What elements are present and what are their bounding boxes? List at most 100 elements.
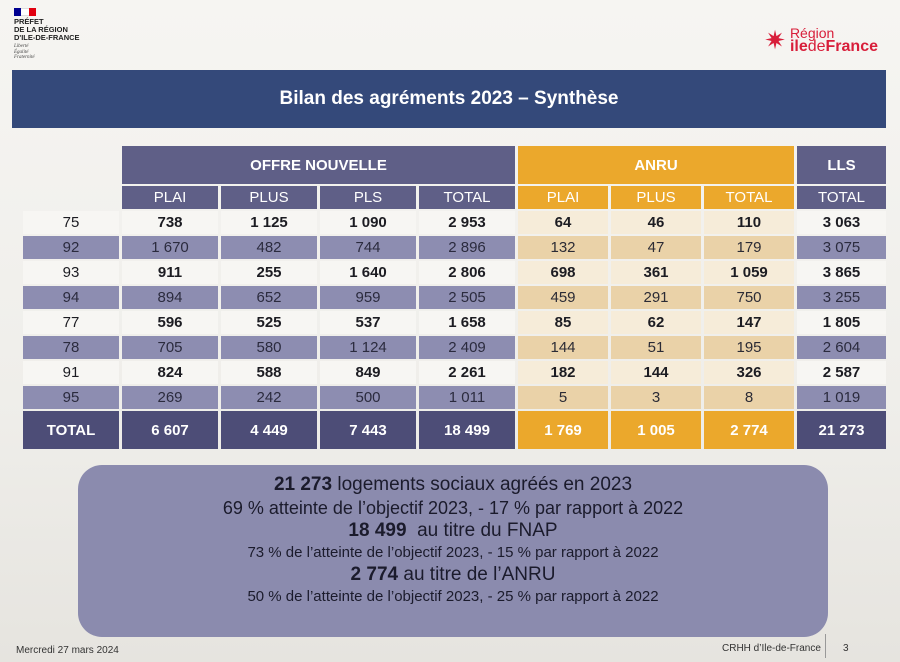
total-label: TOTAL (23, 411, 119, 449)
table-cell: 51 (611, 336, 701, 359)
summary-line: 18 499 au titre du FNAP (78, 519, 828, 543)
table-cell: 3 075 (797, 236, 886, 259)
dept-cell: 93 (23, 261, 119, 284)
table-cell: 8 (704, 386, 794, 409)
summary-line: 69 % atteinte de l’objectif 2023, - 17 %… (222, 498, 684, 518)
table-cell: 2 953 (419, 211, 515, 234)
motto-line: Fraternité (14, 55, 35, 60)
prefet-logo: PRÉFET DE LA RÉGION D'ILE-DE-FRANCE Libe… (14, 8, 104, 61)
summary-value: 21 273 (273, 474, 333, 495)
dept-cell: 91 (23, 361, 119, 384)
corner-cell (23, 146, 119, 184)
table-row: 94 894 652 959 2 505 459 291 750 3 255 (23, 286, 886, 309)
table-cell: 1 805 (797, 311, 886, 334)
subheader-anru-plai: PLAI (518, 186, 608, 209)
page-title: Bilan des agréments 2023 – Synthèse (279, 88, 619, 109)
subheader-anru-plus: PLUS (611, 186, 701, 209)
table-cell: 596 (122, 311, 218, 334)
total-cell: 18 499 (419, 411, 515, 449)
table-cell: 2 505 (419, 286, 515, 309)
table-cell: 182 (518, 361, 608, 384)
table-cell: 179 (704, 236, 794, 259)
table-cell: 2 409 (419, 336, 515, 359)
table-cell: 195 (704, 336, 794, 359)
footer-date: Mercredi 27 mars 2024 (16, 645, 119, 656)
subheader-on-total: TOTAL (419, 186, 515, 209)
table-cell: 705 (122, 336, 218, 359)
dept-cell: 92 (23, 236, 119, 259)
table-cell: 255 (221, 261, 317, 284)
table-cell: 46 (611, 211, 701, 234)
table-cell: 110 (704, 211, 794, 234)
group-header-anru: ANRU (518, 146, 794, 184)
table-cell: 1 059 (704, 261, 794, 284)
table-cell: 849 (320, 361, 416, 384)
footer-divider (825, 634, 826, 658)
star-icon: ✷ (764, 25, 786, 55)
prefet-title-line: PRÉFET (14, 17, 44, 26)
table-cell: 3 (611, 386, 701, 409)
table-cell: 132 (518, 236, 608, 259)
french-flag-icon (14, 8, 36, 16)
region-ile-de-france-logo: ✷ Région iledeFrance (764, 25, 878, 55)
table-cell: 2 896 (419, 236, 515, 259)
motto-line: Liberté (14, 44, 29, 49)
title-banner: Bilan des agréments 2023 – Synthèse (12, 70, 886, 128)
total-cell: 2 774 (704, 411, 794, 449)
table-cell: 3 063 (797, 211, 886, 234)
total-cell: 21 273 (797, 411, 886, 449)
table-cell: 894 (122, 286, 218, 309)
dept-cell: 95 (23, 386, 119, 409)
table-cell: 698 (518, 261, 608, 284)
total-row: TOTAL 6 607 4 449 7 443 18 499 1 769 1 0… (23, 411, 886, 449)
table-row: 78 705 580 1 124 2 409 144 51 195 2 604 (23, 336, 886, 359)
table-cell: 1 019 (797, 386, 886, 409)
agrements-table: OFFRE NOUVELLE ANRU LLS PLAI PLUS PLS TO… (20, 144, 889, 451)
table-cell: 144 (611, 361, 701, 384)
summary-text: au titre de l’ANRU (398, 564, 556, 585)
table-cell: 482 (221, 236, 317, 259)
corner-cell (23, 186, 119, 209)
table-row: 77 596 525 537 1 658 85 62 147 1 805 (23, 311, 886, 334)
footer-org: CRHH d’Ile-de-France (722, 643, 821, 654)
table-cell: 1 124 (320, 336, 416, 359)
summary-value: 18 499 (348, 520, 407, 541)
summary-box: 21 273 logements sociaux agréés en 2023 … (78, 465, 828, 637)
dept-cell: 77 (23, 311, 119, 334)
table-cell: 500 (320, 386, 416, 409)
table-cell: 2 587 (797, 361, 886, 384)
table-cell: 2 261 (419, 361, 515, 384)
total-cell: 1 769 (518, 411, 608, 449)
table-cell: 537 (320, 311, 416, 334)
table-cell: 85 (518, 311, 608, 334)
total-cell: 4 449 (221, 411, 317, 449)
summary-line: 2 774 au titre de l’ANRU (78, 563, 828, 587)
table-cell: 652 (221, 286, 317, 309)
table-row: 75 738 1 125 1 090 2 953 64 46 110 3 063 (23, 211, 886, 234)
subheader-on-plai: PLAI (122, 186, 218, 209)
table-cell: 3 865 (797, 261, 886, 284)
table-cell: 5 (518, 386, 608, 409)
table-cell: 2 806 (419, 261, 515, 284)
subheader-on-pls: PLS (320, 186, 416, 209)
table-cell: 1 090 (320, 211, 416, 234)
region-logo-de: de (807, 38, 826, 55)
table-cell: 1 011 (419, 386, 515, 409)
region-logo-line2: iledeFrance (789, 38, 878, 55)
summary-line: 50 % de l’atteinte de l’objectif 2023, -… (247, 588, 659, 605)
summary-line: 73 % de l’atteinte de l’objectif 2023, -… (247, 544, 659, 561)
table-cell: 1 640 (320, 261, 416, 284)
table-cell: 738 (122, 211, 218, 234)
table-row: 93 911 255 1 640 2 806 698 361 1 059 3 865 (23, 261, 886, 284)
table-cell: 1 670 (122, 236, 218, 259)
region-logo-ile: ile (789, 38, 808, 55)
subheader-on-plus: PLUS (221, 186, 317, 209)
table-row: 95 269 242 500 1 011 5 3 8 1 019 (23, 386, 886, 409)
table-row: 92 1 670 482 744 2 896 132 47 179 3 075 (23, 236, 886, 259)
table-cell: 361 (611, 261, 701, 284)
dept-cell: 94 (23, 286, 119, 309)
group-header-offre-nouvelle: OFFRE NOUVELLE (122, 146, 515, 184)
table-cell: 64 (518, 211, 608, 234)
summary-line: 21 273 logements sociaux agréés en 2023 (78, 473, 828, 497)
